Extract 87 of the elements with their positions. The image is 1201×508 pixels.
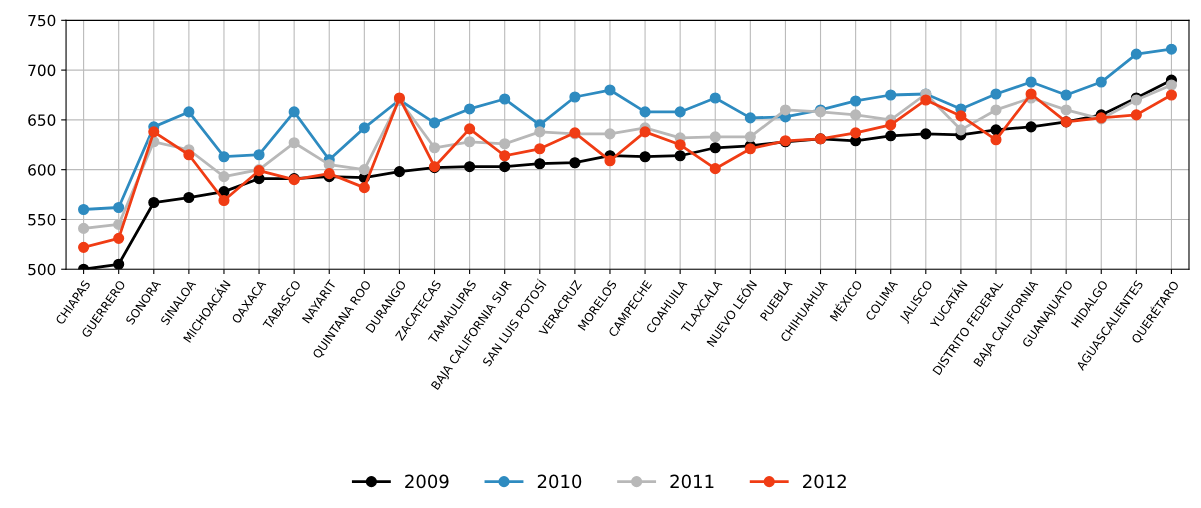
point [78,222,90,234]
point [218,171,230,183]
point [78,203,90,216]
point [674,150,686,162]
point [709,92,721,104]
y-tick-label: 750 [28,14,56,27]
legend-label: 2012 [803,474,846,489]
point [639,126,651,138]
point [569,157,581,169]
point [183,106,195,118]
point [955,110,967,122]
point [779,104,791,116]
legend-label: 2011 [670,474,714,489]
point [464,123,476,135]
point [218,151,230,163]
point [1025,121,1037,133]
point [393,166,405,178]
point [288,106,300,118]
point [1165,79,1178,91]
point [604,84,616,96]
point [604,155,616,167]
point [1130,109,1142,121]
point [534,143,546,155]
point [1025,76,1037,88]
point [78,241,90,253]
point [183,149,195,161]
point [744,131,756,143]
y-tick-label: 550 [28,213,56,226]
point [358,122,370,134]
point [990,104,1002,116]
point [639,106,651,118]
point [1060,89,1072,101]
point [148,126,160,138]
point [1060,104,1072,116]
legend-label: 2010 [537,474,582,489]
point [218,194,230,207]
point [113,232,125,244]
point [113,201,125,214]
point [709,131,721,143]
point [709,142,721,154]
point [288,137,300,149]
point [850,95,862,107]
point [674,106,686,118]
y-tick-label: 650 [28,114,56,126]
point [148,196,160,209]
point [183,191,195,204]
point [674,139,686,151]
point [850,109,862,121]
point [990,88,1002,100]
point [990,134,1002,146]
point [639,151,651,163]
point [1165,89,1178,101]
point [1095,76,1107,88]
y-tick-label: 500 [28,263,56,276]
point [464,161,476,173]
point [428,117,441,129]
point [744,112,756,124]
point [358,182,370,194]
point [885,130,897,142]
point [709,163,721,175]
point [499,93,511,105]
point [1025,88,1037,100]
point [920,128,932,140]
point [113,258,125,270]
point [428,142,441,154]
point [534,126,546,138]
point [850,127,862,139]
point [885,119,897,131]
legend-label: 2009 [405,474,449,489]
point [534,158,546,170]
point [920,94,932,106]
point [464,136,476,148]
point [499,138,511,150]
point [499,150,511,162]
point [1130,48,1142,60]
point [1165,43,1178,55]
point [569,91,581,103]
point [990,124,1002,136]
point [464,103,476,115]
y-tick-label: 700 [28,64,56,77]
point [253,149,265,161]
point [499,161,511,173]
y-tick-label: 600 [28,164,56,176]
point [604,128,616,140]
point [955,124,967,136]
point [358,164,370,176]
point [885,89,897,101]
